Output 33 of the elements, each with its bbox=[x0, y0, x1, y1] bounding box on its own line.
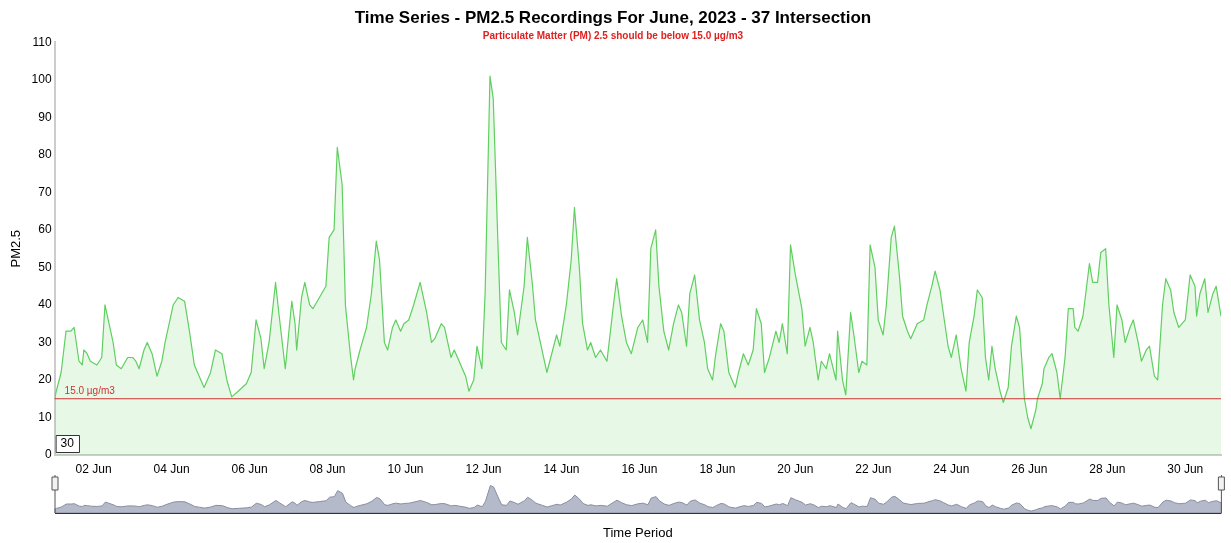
x-tick-label: 28 Jun bbox=[1089, 461, 1126, 476]
x-axis-title: Time Period bbox=[603, 524, 673, 540]
x-tick-label: 06 Jun bbox=[231, 461, 268, 476]
x-tick-label: 26 Jun bbox=[1011, 461, 1048, 476]
y-tick-label: 20 bbox=[38, 372, 52, 387]
chart-title: Time Series - PM2.5 Recordings For June, 2023 - 37 Intersection bbox=[354, 7, 872, 27]
y-tick-label: 60 bbox=[38, 222, 52, 237]
y-axis-title: PM2.5 bbox=[8, 229, 24, 268]
x-tick-label: 22 Jun bbox=[855, 461, 892, 476]
y-tick-label: 0 bbox=[44, 447, 52, 462]
x-tick-label: 12 Jun bbox=[465, 461, 502, 476]
y-tick-label: 50 bbox=[38, 259, 52, 274]
x-tick-label: 18 Jun bbox=[699, 461, 736, 476]
y-tick-label: 110 bbox=[32, 34, 52, 49]
y-tick-label: 80 bbox=[38, 147, 52, 162]
x-tick-label: 30 Jun bbox=[1167, 461, 1204, 476]
y-tick-label: 100 bbox=[31, 72, 52, 87]
y-tick-label: 90 bbox=[38, 109, 52, 124]
x-tick-label: 04 Jun bbox=[153, 461, 190, 476]
y-tick-label: 10 bbox=[38, 409, 52, 424]
x-tick-label: 02 Jun bbox=[75, 461, 112, 476]
annotation: 30 bbox=[60, 436, 75, 451]
x-tick-label: 24 Jun bbox=[933, 461, 970, 476]
y-tick-label: 40 bbox=[38, 297, 52, 312]
x-tick-label: 20 Jun bbox=[777, 461, 814, 476]
x-tick-label: 08 Jun bbox=[309, 461, 346, 476]
x-tick-label: 14 Jun bbox=[543, 461, 580, 476]
x-tick-label: 10 Jun bbox=[387, 461, 424, 476]
ref-line-label: 15.0 µg/m3 bbox=[64, 385, 116, 397]
y-tick-label: 30 bbox=[38, 334, 52, 349]
y-tick-label: 70 bbox=[38, 184, 52, 199]
chart-subtitle: Particulate Matter (PM) 2.5 should be below 15.0 µg/m3 bbox=[482, 30, 744, 42]
x-tick-label: 16 Jun bbox=[621, 461, 658, 476]
